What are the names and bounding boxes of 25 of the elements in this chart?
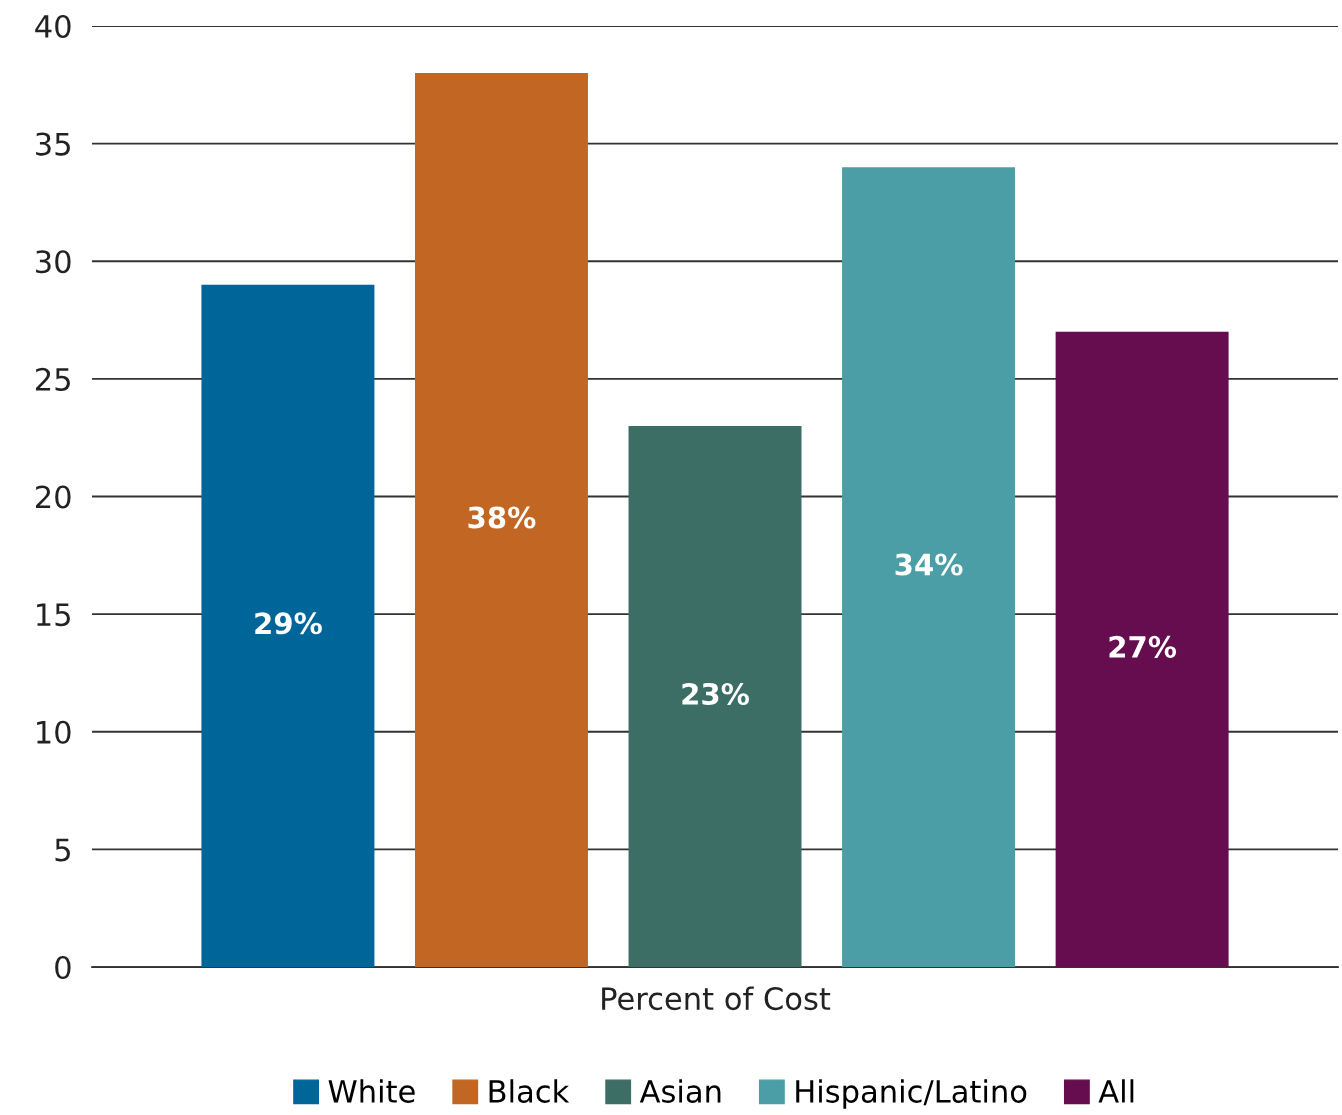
legend-label: All	[1098, 1079, 1134, 1103]
y-tick-label: 40	[35, 14, 71, 39]
data-label: 38%	[468, 506, 536, 529]
bar	[842, 167, 1016, 968]
y-tick-label: 15	[37, 603, 70, 627]
x-tick-label: Percent of Cost	[602, 986, 831, 1011]
legend-label: Asian	[639, 1079, 721, 1103]
legend-label: Hispanic/Latino	[796, 1079, 1027, 1109]
bar	[414, 73, 588, 968]
y-tick-label: 10	[37, 720, 71, 744]
bar	[628, 425, 802, 968]
y-tick-label: 25	[35, 367, 70, 391]
data-label: 23%	[682, 682, 749, 705]
legend-label: Black	[489, 1079, 570, 1103]
legend-label: White	[328, 1079, 415, 1103]
y-tick-label: 0	[55, 955, 71, 980]
y-tick-label: 20	[35, 485, 71, 509]
data-label: 34%	[895, 553, 963, 576]
bar	[1055, 331, 1229, 968]
y-tick-label: 35	[36, 132, 70, 156]
y-tick-label: 5	[55, 838, 70, 862]
bar	[201, 284, 375, 968]
data-label: 29%	[255, 612, 322, 635]
data-label: 27%	[1109, 635, 1177, 658]
y-tick-label: 30	[36, 250, 71, 274]
